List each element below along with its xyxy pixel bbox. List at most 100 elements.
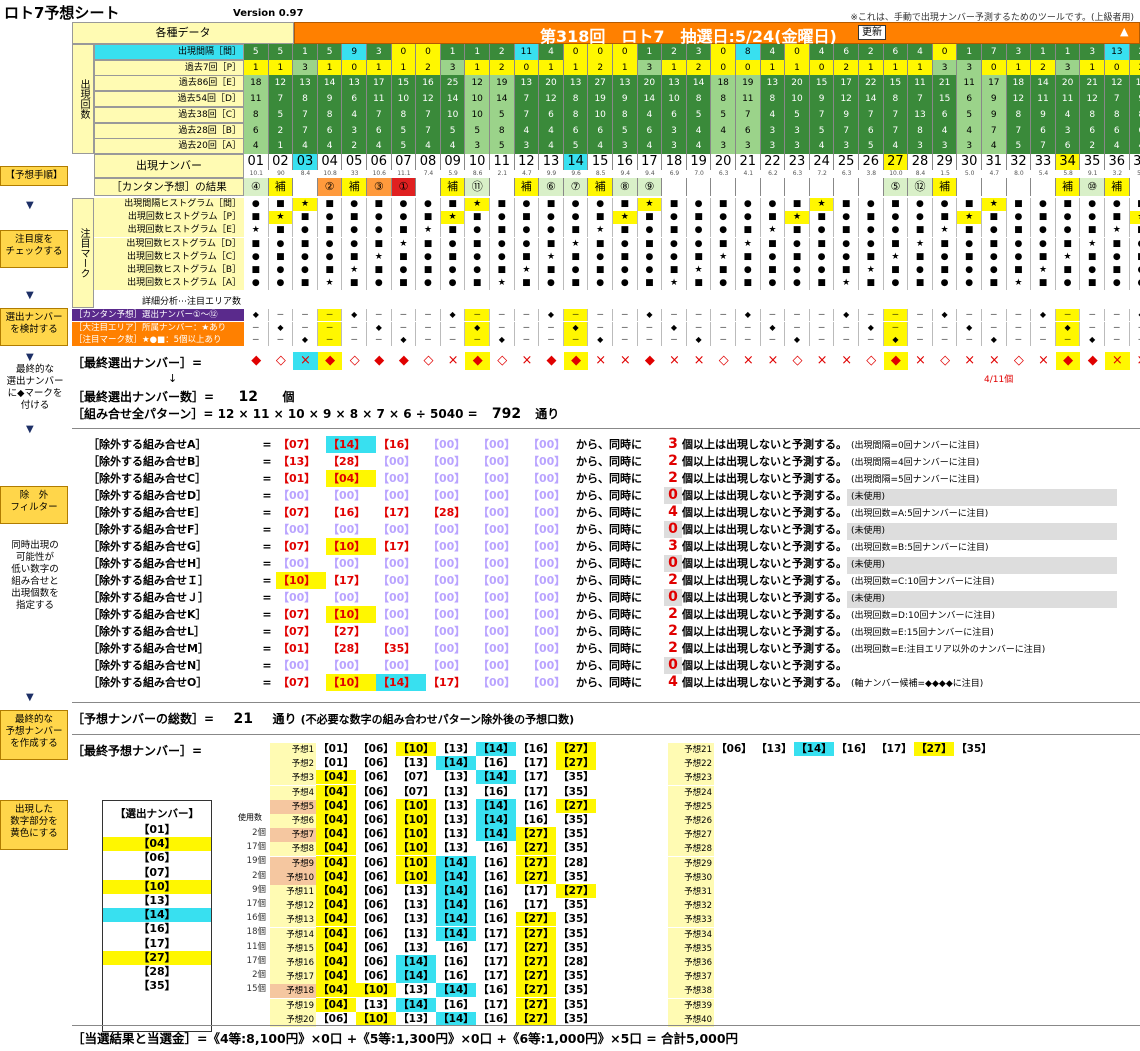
exclusion-number[interactable]: 【00】 [428,540,466,553]
exclusion-number[interactable]: 【14】 [326,436,376,453]
exclusion-number[interactable]: 【00】 [278,523,316,536]
exclusion-number[interactable]: 【00】 [478,540,516,553]
exclusion-number[interactable]: 【00】 [328,557,366,570]
exclusion-number[interactable]: 【00】 [528,506,566,519]
exclusion-number[interactable]: 【14】 [376,674,426,691]
exclusion-number[interactable]: 【00】 [478,438,516,451]
exclusion-number[interactable]: 【00】 [528,438,566,451]
exclusion-number[interactable]: 【00】 [528,574,566,587]
exclusion-number[interactable]: 【07】 [278,625,316,638]
exclusion-number[interactable]: 【00】 [328,591,366,604]
exclusion-number[interactable]: 【00】 [428,489,466,502]
exclusion-number[interactable]: 【07】 [278,506,316,519]
exclusion-number[interactable]: 【16】 [378,438,416,451]
exclusion-number[interactable]: 【00】 [278,591,316,604]
exclusion-number[interactable]: 【00】 [278,557,316,570]
exclusion-number[interactable]: 【13】 [278,455,316,468]
exclusion-count[interactable]: 4 [668,504,678,520]
exclusion-number[interactable]: 【00】 [528,642,566,655]
exclusion-number[interactable]: 【10】 [276,572,326,589]
exclusion-number[interactable]: 【00】 [478,574,516,587]
exclusion-count[interactable]: 3 [668,436,678,452]
exclusion-number[interactable]: 【00】 [378,455,416,468]
exclusion-number[interactable]: 【00】 [378,591,416,604]
exclusion-number[interactable]: 【00】 [478,625,516,638]
exclusion-number[interactable]: 【00】 [378,557,416,570]
exclusion-number[interactable]: 【00】 [378,472,416,485]
exclusion-number[interactable]: 【00】 [428,625,466,638]
exclusion-number[interactable]: 【00】 [378,574,416,587]
exclusion-number[interactable]: 【00】 [328,523,366,536]
exclusion-number[interactable]: 【00】 [478,489,516,502]
exclusion-number[interactable]: 【00】 [478,472,516,485]
exclusion-number[interactable]: 【27】 [328,625,366,638]
exclusion-number[interactable]: 【00】 [328,489,366,502]
exclusion-number[interactable]: 【28】 [328,455,366,468]
exclusion-number[interactable]: 【00】 [528,523,566,536]
exclusion-count[interactable]: 2 [668,453,678,469]
exclusion-number[interactable]: 【00】 [478,608,516,621]
exclusion-number[interactable]: 【00】 [478,642,516,655]
exclusion-number[interactable]: 【17】 [328,574,366,587]
exclusion-number[interactable]: 【00】 [528,591,566,604]
exclusion-count[interactable]: 2 [668,572,678,588]
exclusion-number[interactable]: 【00】 [428,659,466,672]
exclusion-number[interactable]: 【00】 [528,676,566,689]
exclusion-number[interactable]: 【10】 [326,606,376,623]
exclusion-number[interactable]: 【00】 [478,659,516,672]
exclusion-number[interactable]: 【01】 [278,642,316,655]
exclusion-number[interactable]: 【00】 [428,523,466,536]
exclusion-number[interactable]: 【00】 [478,455,516,468]
exclusion-count[interactable]: 3 [668,538,678,554]
exclusion-number[interactable]: 【00】 [528,608,566,621]
exclusion-number[interactable]: 【28】 [428,506,466,519]
exclusion-number[interactable]: 【00】 [428,438,466,451]
exclusion-number[interactable]: 【00】 [528,455,566,468]
exclusion-number[interactable]: 【00】 [428,591,466,604]
exclusion-number[interactable]: 【00】 [528,540,566,553]
exclusion-number[interactable]: 【00】 [528,625,566,638]
exclusion-number[interactable]: 【00】 [528,557,566,570]
exclusion-count[interactable]: 0 [664,555,682,572]
exclusion-number[interactable]: 【00】 [328,659,366,672]
exclusion-number[interactable]: 【07】 [278,540,316,553]
exclusion-number[interactable]: 【00】 [278,489,316,502]
exclusion-count[interactable]: 2 [668,606,678,622]
exclusion-number[interactable]: 【04】 [326,470,376,487]
exclusion-number[interactable]: 【00】 [428,472,466,485]
exclusion-count[interactable]: 2 [668,640,678,656]
exclusion-count[interactable]: 2 [668,470,678,486]
exclusion-number[interactable]: 【01】 [278,472,316,485]
exclusion-number[interactable]: 【00】 [428,455,466,468]
exclusion-number[interactable]: 【00】 [478,676,516,689]
update-button[interactable]: 更新 [858,25,886,40]
exclusion-number[interactable]: 【00】 [428,557,466,570]
exclusion-number[interactable]: 【00】 [378,608,416,621]
exclusion-number[interactable]: 【17】 [428,676,466,689]
exclusion-number[interactable]: 【10】 [326,674,376,691]
exclusion-number[interactable]: 【00】 [378,625,416,638]
exclusion-number[interactable]: 【00】 [478,557,516,570]
exclusion-number[interactable]: 【00】 [378,523,416,536]
exclusion-number[interactable]: 【07】 [278,438,316,451]
exclusion-count[interactable]: 2 [668,623,678,639]
exclusion-number[interactable]: 【10】 [326,538,376,555]
exclusion-number[interactable]: 【17】 [378,506,416,519]
exclusion-number[interactable]: 【00】 [528,659,566,672]
exclusion-number[interactable]: 【00】 [378,659,416,672]
exclusion-number[interactable]: 【35】 [378,642,416,655]
exclusion-count[interactable]: 0 [664,487,682,504]
exclusion-number[interactable]: 【00】 [528,472,566,485]
exclusion-number[interactable]: 【00】 [528,489,566,502]
exclusion-number[interactable]: 【00】 [428,608,466,621]
exclusion-count[interactable]: 0 [664,589,682,606]
exclusion-count[interactable]: 4 [668,674,678,690]
exclusion-number[interactable]: 【07】 [278,676,316,689]
exclusion-number[interactable]: 【00】 [428,574,466,587]
exclusion-number[interactable]: 【00】 [478,523,516,536]
exclusion-count[interactable]: 0 [664,657,682,674]
exclusion-number[interactable]: 【07】 [278,608,316,621]
exclusion-number[interactable]: 【16】 [328,506,366,519]
exclusion-number[interactable]: 【00】 [478,591,516,604]
exclusion-number[interactable]: 【28】 [328,642,366,655]
